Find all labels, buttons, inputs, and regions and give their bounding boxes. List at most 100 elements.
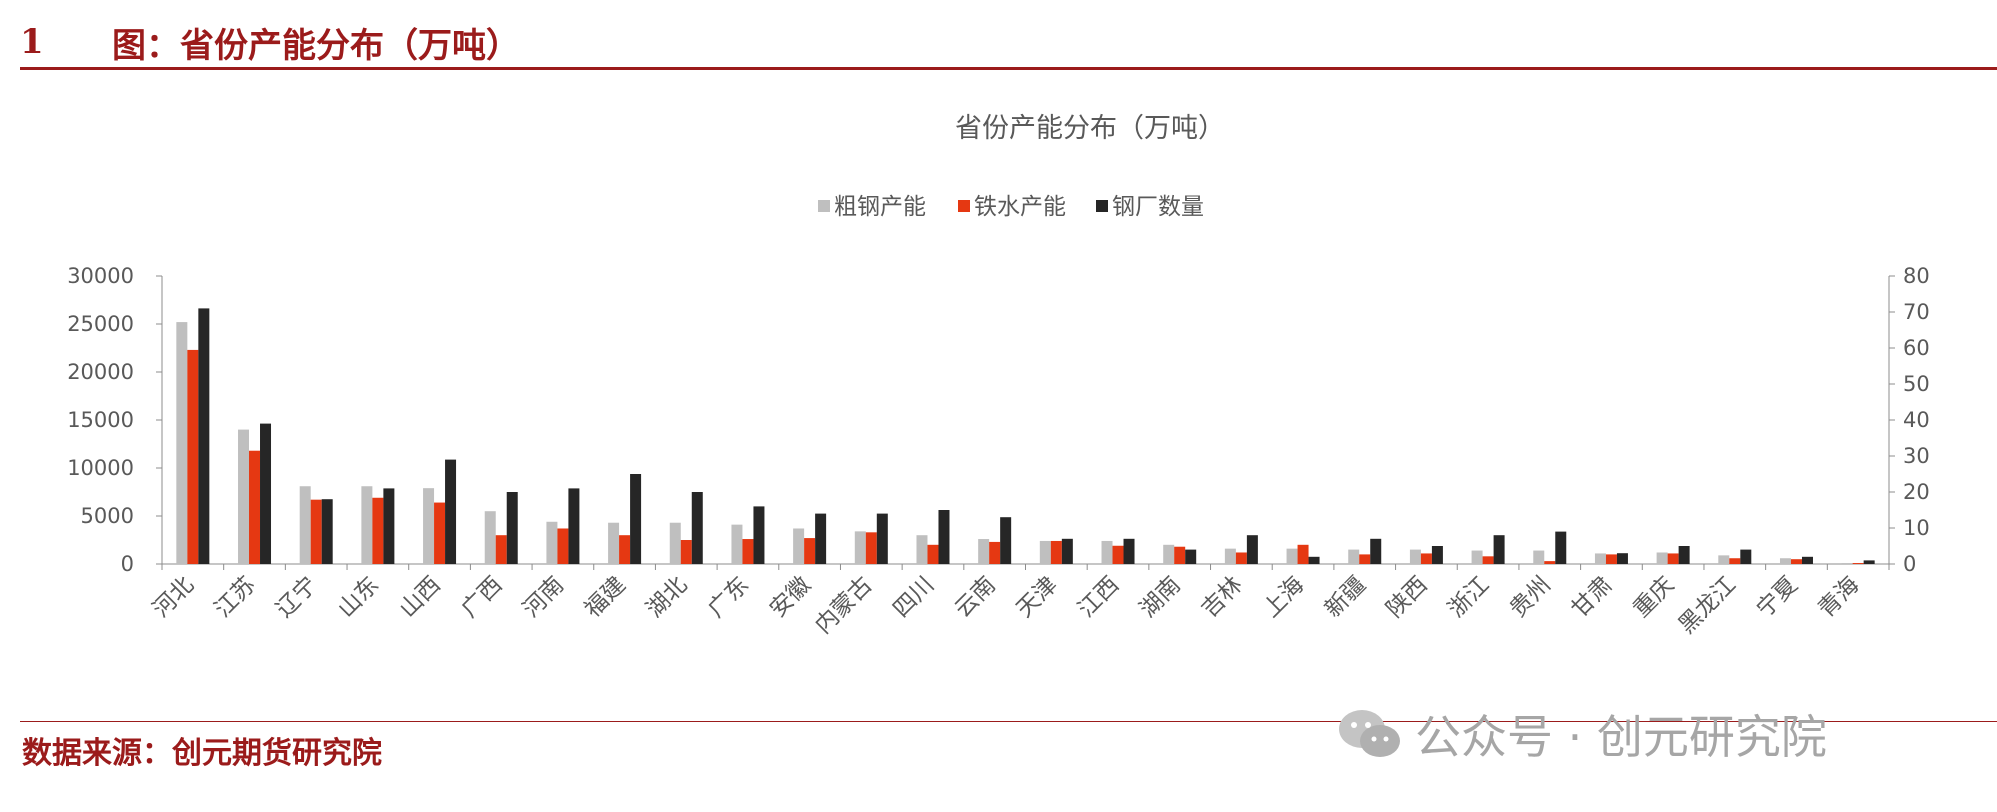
- bar-hot-metal: [1174, 546, 1186, 564]
- bar-mills: [1000, 517, 1012, 564]
- left-tick-label: 10000: [67, 456, 134, 480]
- bar-mills: [876, 513, 888, 564]
- x-tick-label: 内蒙古: [810, 572, 877, 639]
- x-tick-label: 重庆: [1628, 572, 1679, 623]
- bar-crude-steel: [1471, 550, 1483, 564]
- legend-label-1: 铁水产能: [974, 194, 1066, 220]
- right-tick-label: 70: [1903, 300, 1930, 324]
- left-tick-label: 0: [121, 552, 134, 576]
- watermark: 公众号 · 创元研究院: [1335, 702, 1827, 766]
- x-tick-label: 云南: [950, 572, 1001, 623]
- x-tick-label: 黑龙江: [1674, 572, 1741, 639]
- x-tick-label: 辽宁: [272, 572, 323, 623]
- bar-hot-metal: [1297, 544, 1309, 564]
- x-tick-label: 新疆: [1320, 572, 1371, 623]
- bar-hot-metal: [1420, 553, 1432, 564]
- bar-mills: [1246, 535, 1258, 564]
- header-divider: [20, 67, 1997, 70]
- bar-crude-steel: [793, 528, 805, 564]
- bar-hot-metal: [989, 541, 1001, 564]
- wechat-icon: [1339, 710, 1400, 757]
- figure-title: 图：省份产能分布（万吨）: [112, 25, 520, 66]
- bar-mills: [753, 506, 765, 564]
- right-tick-label: 10: [1903, 516, 1930, 540]
- bar-hot-metal: [1544, 561, 1556, 564]
- x-tick-label: 河北: [148, 572, 199, 623]
- bar-hot-metal: [1790, 559, 1802, 564]
- bar-mills: [1863, 560, 1875, 564]
- figure-header: 1 图：省份产能分布（万吨）: [20, 14, 520, 70]
- x-tick-label: 广西: [457, 572, 508, 623]
- x-tick-label: 安徽: [765, 572, 816, 623]
- right-tick-label: 80: [1903, 264, 1930, 288]
- bar-mills: [1555, 531, 1567, 564]
- capacity-chart: 省份产能分布（万吨） 粗钢产能 铁水产能 钢厂数量 0 5000 10000 15000 2…: [67, 113, 1930, 639]
- x-tick-label: 甘肃: [1567, 572, 1618, 623]
- bar-crude-steel: [1594, 553, 1606, 564]
- x-tick-label: 江西: [1073, 572, 1124, 623]
- bar-crude-steel: [669, 522, 681, 564]
- x-tick-label: 山西: [395, 572, 446, 623]
- left-tick-label: 30000: [67, 264, 134, 288]
- bar-mills: [1616, 553, 1628, 564]
- plot-area: 0 5000 10000 15000 20000 25000 30000 0 10 20 30 40 5…: [67, 264, 1930, 639]
- bar-crude-steel: [1101, 540, 1113, 564]
- legend-label-0: 粗钢产能: [834, 194, 926, 220]
- bar-mills: [321, 499, 333, 564]
- bar-crude-steel: [1409, 549, 1421, 564]
- bar-mills: [938, 510, 950, 564]
- chart-title: 省份产能分布（万吨）: [955, 113, 1225, 144]
- bar-crude-steel: [978, 539, 990, 564]
- bar-crude-steel: [361, 486, 373, 564]
- bar-crude-steel: [1286, 548, 1298, 564]
- bar-mills: [1493, 535, 1505, 564]
- x-tick-label: 青海: [1813, 572, 1864, 623]
- bar-crude-steel: [916, 535, 928, 564]
- bar-hot-metal: [927, 544, 939, 564]
- x-tick-label: 浙江: [1443, 572, 1494, 623]
- bar-hot-metal: [804, 538, 816, 564]
- x-tick-label: 吉林: [1197, 572, 1248, 623]
- figure-number: 1: [20, 22, 44, 62]
- bar-crude-steel: [1841, 563, 1853, 564]
- bar-hot-metal: [619, 535, 631, 564]
- legend-swatch-2: [1096, 200, 1108, 212]
- bar-hot-metal: [1050, 540, 1062, 564]
- bar-mills: [506, 492, 518, 564]
- left-tick-label: 5000: [81, 504, 134, 528]
- bar-mills: [260, 423, 272, 564]
- legend-swatch-1: [958, 200, 970, 212]
- right-tick-label: 30: [1903, 444, 1930, 468]
- footer-divider: [20, 721, 1997, 722]
- bar-crude-steel: [299, 486, 311, 564]
- bar-mills: [568, 488, 580, 564]
- bar-hot-metal: [495, 535, 507, 564]
- bar-hot-metal: [1359, 554, 1371, 564]
- x-tick-label: 贵州: [1505, 572, 1556, 623]
- bar-mills: [1678, 546, 1690, 564]
- bar-mills: [445, 459, 457, 564]
- bar-crude-steel: [1656, 552, 1668, 564]
- bar-mills: [1370, 538, 1382, 564]
- bar-mills: [1801, 556, 1813, 564]
- x-tick-label: 天津: [1012, 572, 1063, 623]
- bar-mills: [383, 488, 395, 564]
- bar-crude-steel: [1224, 548, 1236, 564]
- bar-hot-metal: [742, 539, 754, 564]
- x-tick-label: 宁夏: [1752, 572, 1803, 623]
- right-tick-label: 20: [1903, 480, 1930, 504]
- x-tick-label: 湖北: [642, 572, 693, 623]
- chart-legend: 粗钢产能 铁水产能 钢厂数量: [818, 194, 1204, 220]
- right-tick-label: 50: [1903, 372, 1930, 396]
- right-tick-label: 0: [1903, 552, 1916, 576]
- bar-crude-steel: [854, 531, 866, 564]
- bar-hot-metal: [1667, 553, 1679, 564]
- x-tick-label: 福建: [580, 572, 631, 623]
- bar-hot-metal: [434, 502, 446, 564]
- bar-mills: [691, 492, 703, 564]
- bar-mills: [1740, 549, 1752, 564]
- bar-hot-metal: [187, 349, 199, 564]
- bar-crude-steel: [608, 522, 620, 564]
- bar-hot-metal: [249, 450, 261, 564]
- legend-label-2: 钢厂数量: [1112, 194, 1204, 220]
